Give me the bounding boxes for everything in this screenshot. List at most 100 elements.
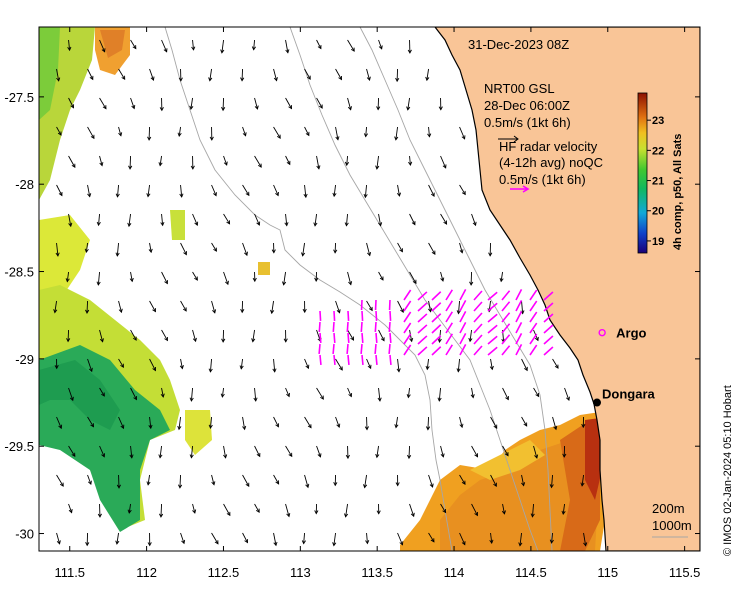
current-arrow bbox=[87, 68, 94, 80]
current-arrow bbox=[428, 126, 430, 137]
current-arrowhead-icon bbox=[118, 308, 123, 314]
current-arrowhead-icon bbox=[438, 106, 443, 111]
current-arrowhead-icon bbox=[177, 484, 183, 489]
hf-velocity-arrow bbox=[403, 322, 412, 334]
current-arrowhead-icon bbox=[367, 251, 372, 257]
current-arrowhead-icon bbox=[127, 509, 132, 514]
hf-velocity-arrow bbox=[403, 300, 412, 312]
current-arrowhead-icon bbox=[316, 165, 321, 170]
current-arrowhead-icon bbox=[378, 45, 383, 50]
x-tick-label: 115 bbox=[597, 565, 618, 580]
current-arrowhead-icon bbox=[53, 309, 58, 314]
current-arrow bbox=[316, 387, 324, 400]
current-arrowhead-icon bbox=[425, 365, 430, 371]
current-arrowhead-icon bbox=[282, 281, 287, 286]
current-arrow bbox=[366, 358, 372, 369]
current-arrowhead-icon bbox=[56, 540, 61, 545]
current-arrowhead-icon bbox=[461, 541, 466, 546]
hf-velocity-arrow bbox=[529, 344, 538, 356]
velocity-legend: NRT00 GSL 28-Dec 06:00Z 0.5m/s (1kt 6h) … bbox=[484, 81, 603, 193]
current-arrowhead-icon bbox=[409, 337, 414, 343]
current-arrow bbox=[440, 213, 447, 225]
current-arrow bbox=[440, 445, 444, 458]
hf-velocity-arrow bbox=[431, 302, 442, 312]
current-arrow bbox=[345, 503, 348, 517]
gsl-current-arrows bbox=[53, 39, 588, 547]
current-arrow bbox=[118, 68, 126, 80]
current-arrowhead-icon bbox=[178, 77, 183, 82]
current-arrowhead-icon bbox=[286, 160, 291, 166]
current-arrow bbox=[116, 242, 119, 256]
hf-velocity-arrow bbox=[543, 324, 554, 334]
current-arrowhead-icon bbox=[406, 394, 411, 399]
current-arrowhead-icon bbox=[333, 249, 338, 254]
current-arrowhead-icon bbox=[365, 540, 370, 545]
current-arrow bbox=[242, 416, 246, 430]
current-arrowhead-icon bbox=[521, 482, 526, 487]
current-arrowhead-icon bbox=[96, 221, 101, 227]
hf-velocity-arrow bbox=[473, 301, 483, 312]
current-arrow bbox=[471, 503, 478, 516]
current-arrowhead-icon bbox=[68, 222, 73, 228]
hf-velocity-arrow bbox=[431, 335, 442, 345]
current-arrowhead-icon bbox=[148, 248, 153, 254]
current-arrow bbox=[273, 474, 280, 485]
current-arrow bbox=[130, 329, 137, 341]
current-arrow bbox=[428, 242, 436, 255]
current-arrowhead-icon bbox=[102, 105, 107, 110]
current-arrow bbox=[190, 445, 193, 458]
current-arrow bbox=[408, 445, 411, 459]
current-arrowhead-icon bbox=[344, 222, 349, 227]
current-arrow bbox=[459, 416, 463, 428]
current-arrowhead-icon bbox=[461, 190, 466, 196]
current-arrowhead-icon bbox=[363, 484, 368, 489]
current-arrow bbox=[56, 416, 62, 429]
current-arrow bbox=[564, 387, 570, 401]
current-arrow bbox=[304, 68, 311, 80]
current-arrowhead-icon bbox=[535, 392, 540, 398]
current-arrowhead-icon bbox=[115, 540, 120, 545]
current-arrowhead-icon bbox=[530, 513, 535, 518]
current-arrowhead-icon bbox=[71, 452, 76, 458]
gsl-time: 28-Dec 06:00Z bbox=[484, 98, 570, 113]
current-arrow bbox=[254, 503, 260, 513]
hf-velocity-arrow bbox=[347, 354, 350, 366]
current-arrowhead-icon bbox=[150, 76, 155, 81]
current-arrowhead-icon bbox=[407, 49, 412, 54]
hf-velocity-arrow bbox=[459, 344, 467, 356]
current-arrow bbox=[211, 300, 216, 313]
current-arrow bbox=[459, 532, 466, 545]
current-arrow bbox=[345, 213, 348, 226]
current-arrow bbox=[426, 68, 429, 81]
current-arrowhead-icon bbox=[223, 454, 228, 459]
current-arrowhead-icon bbox=[350, 336, 355, 341]
current-arrow bbox=[533, 445, 538, 459]
current-arrowhead-icon bbox=[427, 133, 432, 138]
current-arrowhead-icon bbox=[212, 309, 217, 314]
current-arrowhead-icon bbox=[375, 165, 380, 170]
current-arrow bbox=[68, 387, 74, 401]
current-arrow bbox=[459, 184, 466, 195]
current-arrowhead-icon bbox=[118, 132, 123, 137]
current-arrow bbox=[221, 387, 224, 398]
current-arrow bbox=[99, 387, 105, 397]
current-arrow bbox=[521, 358, 528, 371]
current-arrow bbox=[130, 271, 133, 282]
current-arrow bbox=[316, 97, 323, 109]
current-arrow bbox=[303, 532, 306, 544]
current-arrow bbox=[378, 387, 381, 401]
current-arrowhead-icon bbox=[428, 308, 433, 313]
current-arrow bbox=[335, 358, 343, 371]
current-arrowhead-icon bbox=[554, 364, 559, 369]
current-arrowhead-icon bbox=[336, 423, 341, 429]
current-arrowhead-icon bbox=[158, 162, 163, 167]
current-arrow bbox=[273, 358, 276, 372]
current-arrowhead-icon bbox=[65, 278, 70, 283]
hf-velocity-arrow bbox=[375, 354, 378, 366]
current-arrowhead-icon bbox=[474, 511, 478, 517]
current-arrow bbox=[376, 155, 379, 169]
current-arrowhead-icon bbox=[147, 136, 152, 141]
current-arrowhead-icon bbox=[120, 363, 124, 368]
current-arrow bbox=[223, 213, 230, 225]
current-arrow bbox=[490, 532, 493, 544]
